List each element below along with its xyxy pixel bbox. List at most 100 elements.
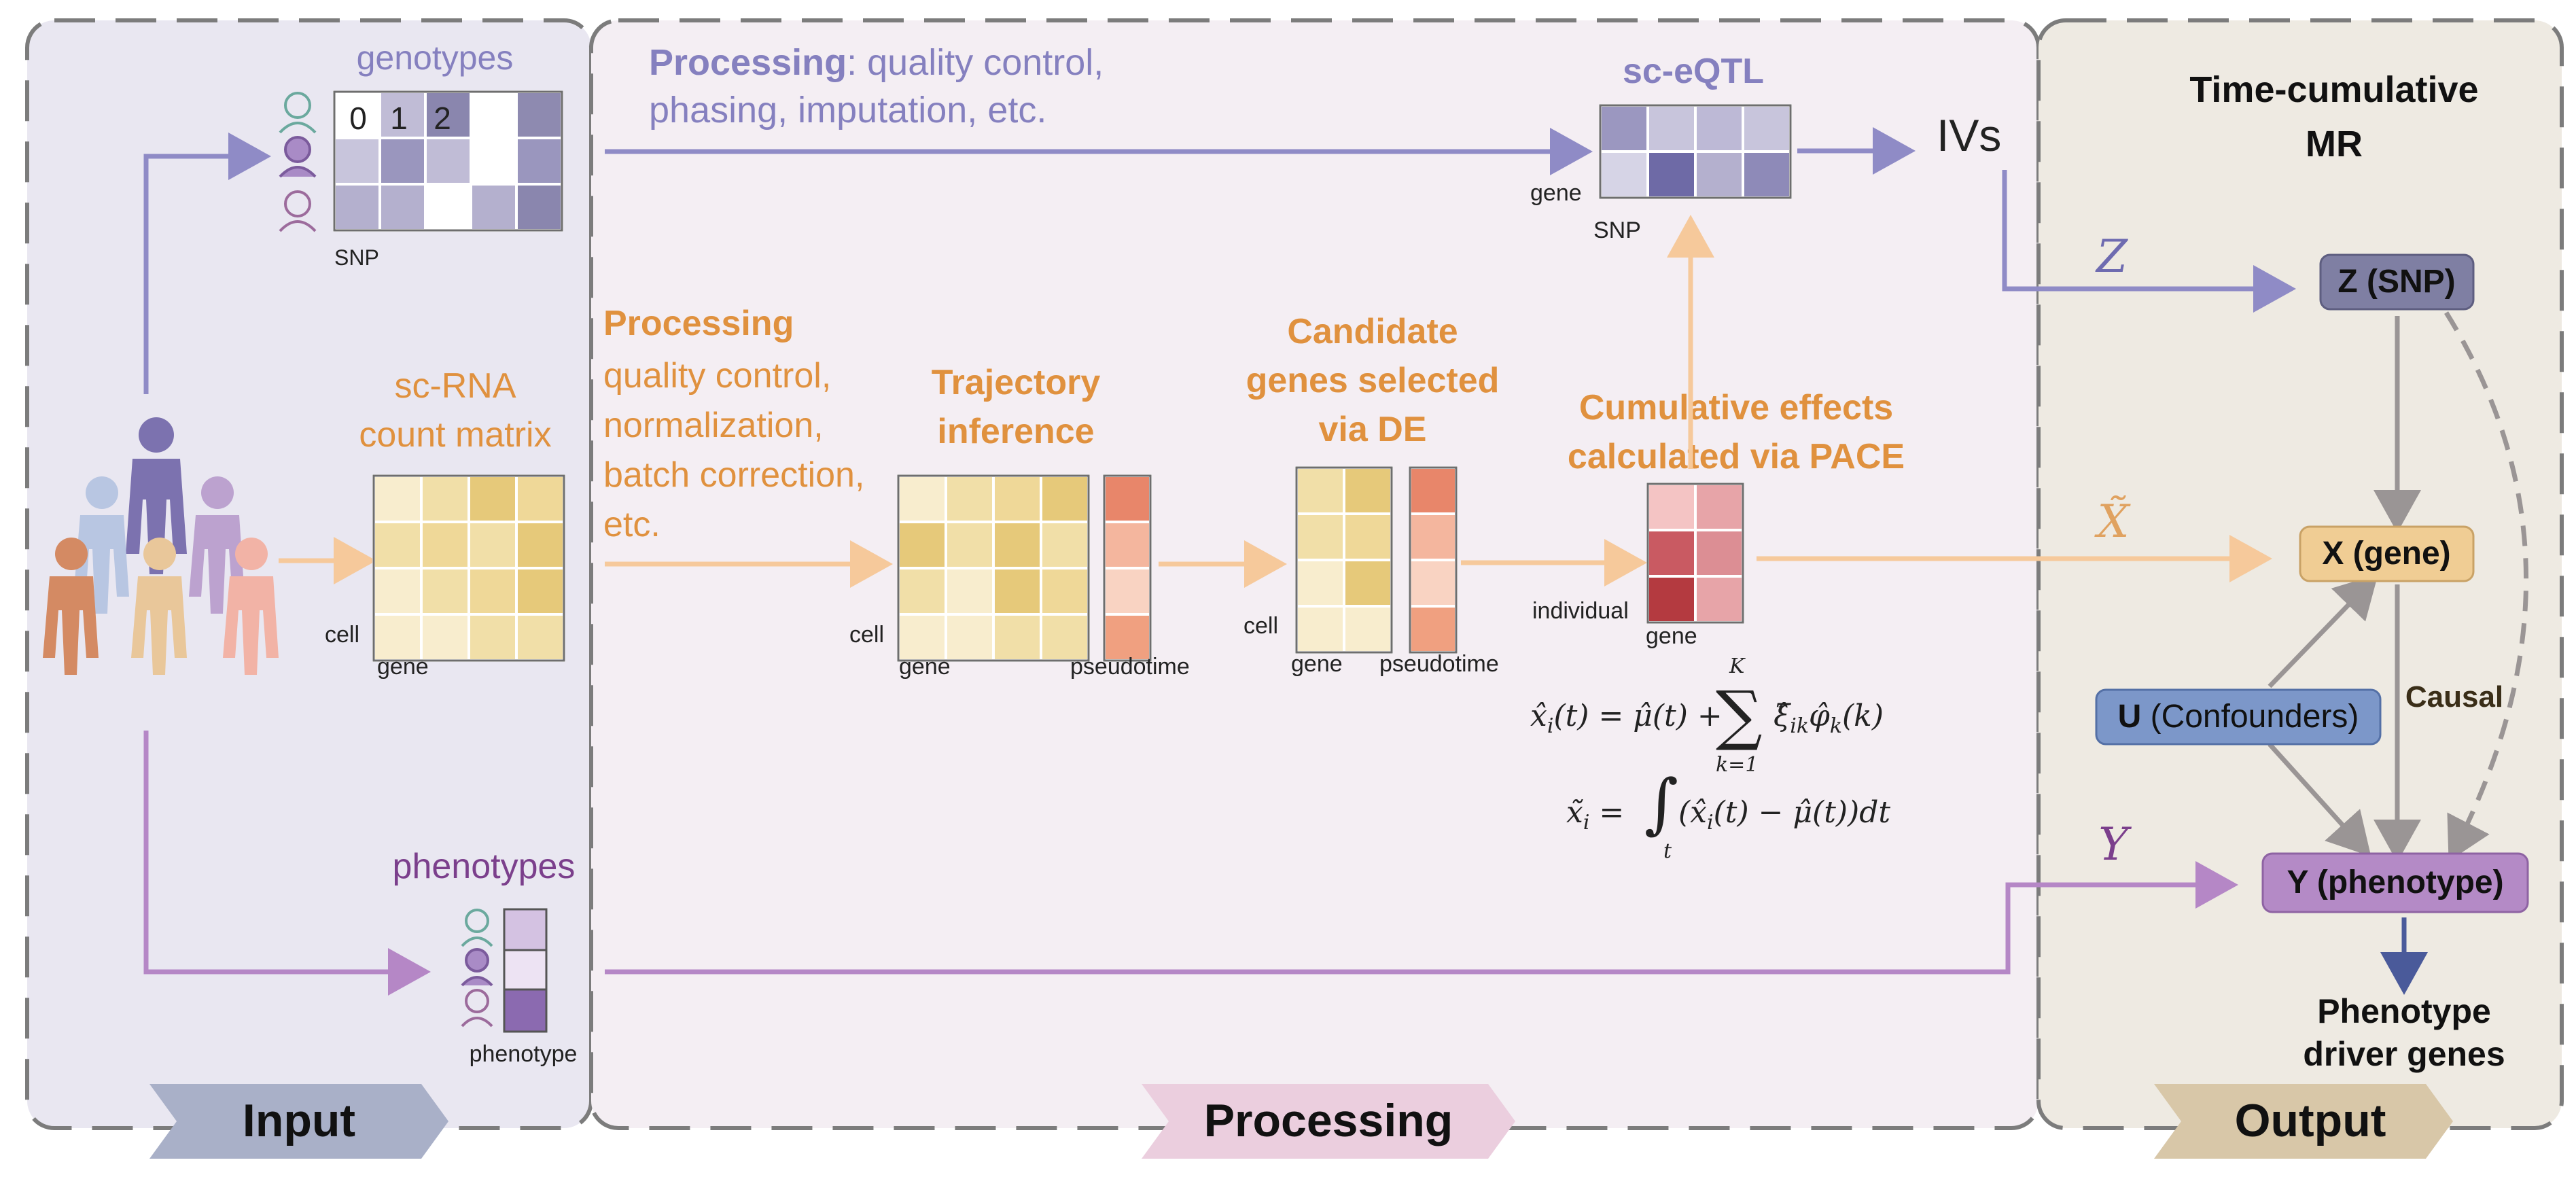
arrow-ivs-to-z: [2002, 170, 2296, 313]
candidate-pseudotime-bar: [1409, 466, 1458, 654]
sceqtl-border: [1599, 104, 1792, 199]
scrna-cell-label: cell: [325, 622, 359, 648]
scrna-cell: [467, 567, 518, 616]
trajectory-cell: [1040, 474, 1090, 523]
svg-text:∑: ∑: [1716, 677, 1763, 753]
phenotype-cell-2: [503, 949, 548, 991]
trajectory-cell: [992, 567, 1042, 616]
svg-text:∫: ∫: [1644, 765, 1678, 841]
output-title-line2: MR: [2306, 124, 2363, 164]
geno-processing-line1: Processing: quality control,: [649, 42, 1104, 83]
trajectory-pseudotime-cell: [1103, 474, 1152, 523]
genotype-cell: [424, 183, 472, 232]
genotype-cell: [470, 183, 518, 232]
processing-banner: Processing: [1142, 1084, 1515, 1159]
trajectory-cell: [992, 521, 1042, 569]
phenotype-person-icons: [461, 909, 493, 1028]
sceqtl-cell: [1694, 104, 1744, 153]
candidate-cell-label: cell: [1243, 613, 1278, 639]
node-x-gene: X (gene): [2299, 525, 2475, 582]
processing-banner-label: Processing: [1204, 1095, 1453, 1146]
candidate-pseudotime-cell: [1409, 512, 1458, 561]
ivs-label: IVs: [1937, 110, 2001, 160]
scrna-cell: [372, 613, 423, 662]
svg-text:(x̂i(t) − μ̂(t))dt: (x̂i(t) − μ̂(t))dt: [1678, 795, 1890, 835]
genotype-cell: [515, 183, 563, 232]
phenotype-cell-3: [503, 988, 548, 1033]
genotype-cell: [378, 137, 427, 186]
node-u-confounders-label: U (Confounders): [2118, 699, 2359, 735]
candidate-cell: [1343, 605, 1393, 654]
scrna-cell: [372, 521, 423, 569]
trajectory-pseudotime-border: [1103, 474, 1152, 662]
candidate-cell: [1295, 466, 1345, 515]
cumulative-cell: [1646, 483, 1697, 531]
candidate-title-line1: Candidate: [1287, 312, 1458, 351]
trajectory-border: [897, 474, 1090, 662]
candidate-title-line3: via DE: [1319, 410, 1427, 449]
arrow-phenotypes-to-y: [605, 861, 2238, 975]
sceqtl-cell: [1646, 104, 1697, 153]
genotype-person-icons: [279, 92, 317, 232]
driver-genes-line2: driver genes: [2303, 1035, 2505, 1073]
scrna-processing-line3: batch correction,: [603, 455, 864, 495]
genotype-cell: [424, 137, 472, 186]
trajectory-gene-label: gene: [899, 654, 951, 680]
trajectory-cell: [1040, 567, 1090, 616]
x-edge-label: X̃: [2094, 495, 2132, 548]
causal-label: Causal: [2405, 680, 2503, 714]
genotype-cell: [333, 137, 381, 186]
svg-text:x̂i(t) = μ̂(t) +: x̂i(t) = μ̂(t) +: [1530, 699, 1723, 738]
trajectory-title-line2: inference: [937, 412, 1094, 451]
sceqtl-cell: [1646, 150, 1697, 199]
trajectory-cell: [945, 567, 995, 616]
scrna-border: [372, 474, 565, 662]
candidate-cell: [1295, 605, 1345, 654]
edge-u-to-x: [2268, 574, 2378, 688]
candidate-cell: [1343, 466, 1393, 515]
candidate-cell: [1295, 559, 1345, 608]
cumulative-cell: [1694, 483, 1744, 531]
trajectory-cell-label: cell: [849, 622, 884, 648]
scrna-cell: [515, 613, 565, 662]
scrna-cell: [372, 474, 423, 523]
sceqtl-cell: [1694, 150, 1744, 199]
genotype-cell: [378, 183, 427, 232]
cumulative-border: [1646, 483, 1744, 624]
trajectory-cell: [945, 521, 995, 569]
node-u-bold: U: [2118, 699, 2142, 735]
trajectory-cell: [992, 474, 1042, 523]
candidate-cell: [1295, 512, 1345, 561]
scrna-cell: [467, 521, 518, 569]
z-edge-label: Z: [2095, 230, 2128, 283]
genotype-header-2: 2: [434, 101, 451, 136]
trajectory-pseudotime-label: pseudotime: [1070, 654, 1190, 680]
sceqtl-matrix: [1599, 104, 1792, 199]
node-x-gene-label: X (gene): [2322, 536, 2450, 572]
output-banner: Output: [2154, 1084, 2453, 1159]
scrna-title-line1: sc-RNA: [394, 366, 516, 406]
genotype-cell: [333, 183, 381, 232]
sceqtl-gene-label: gene: [1530, 180, 1582, 206]
genotype-cell: [470, 137, 518, 186]
candidate-border: [1295, 466, 1393, 654]
scrna-title-line2: count matrix: [359, 415, 551, 455]
node-z-snp: Z (SNP): [2319, 253, 2475, 311]
scrna-cell: [467, 613, 518, 662]
trajectory-pseudotime-cell: [1103, 521, 1152, 569]
genotype-cell: [515, 137, 563, 186]
scrna-cell: [372, 567, 423, 616]
genotypes-title: genotypes: [357, 39, 514, 77]
phenotypes-title: phenotypes: [393, 847, 576, 886]
scrna-cell: [420, 567, 470, 616]
node-y-phenotype-label: Y (phenotype): [2287, 864, 2503, 900]
pace-formula-2: x̃i = ∫ t (x̂i(t) − μ̂(t))dt: [1566, 765, 1890, 863]
candidate-pseudotime-border: [1409, 466, 1458, 654]
sceqtl-cell: [1599, 150, 1649, 199]
scrna-cell: [515, 521, 565, 569]
trajectory-cell: [945, 613, 995, 662]
scrna-cell: [515, 567, 565, 616]
candidate-pseudotime-cell: [1409, 605, 1458, 654]
candidate-cell: [1343, 512, 1393, 561]
phenotype-cell-1: [503, 908, 548, 951]
